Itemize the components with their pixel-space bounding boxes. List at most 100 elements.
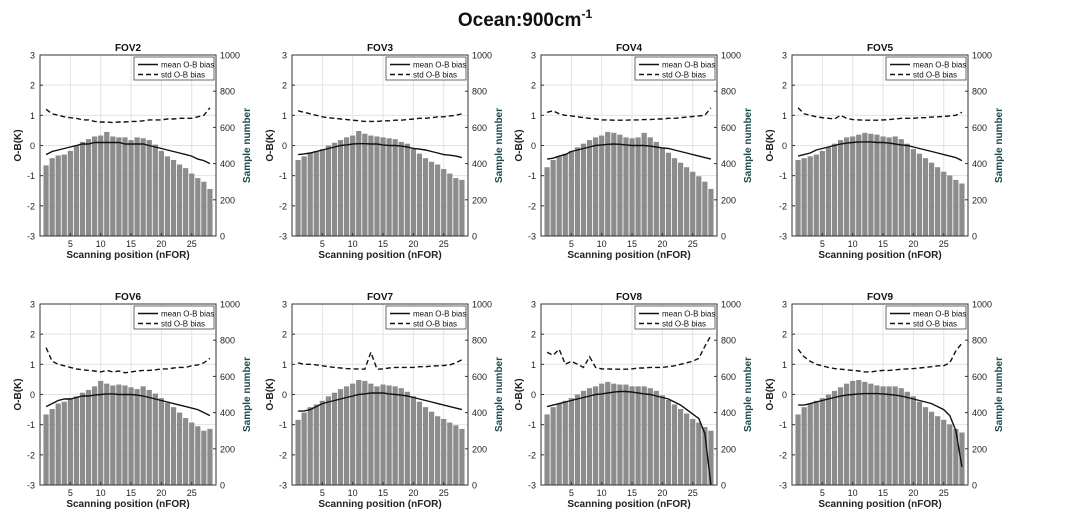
sample-number-bar [904, 143, 910, 236]
y-tick-label: 3 [30, 300, 35, 310]
y-tick-label: -1 [779, 420, 787, 430]
sample-number-bar [947, 424, 953, 485]
sample-number-bar [368, 135, 374, 236]
y2-tick-label: 0 [472, 232, 477, 242]
sample-number-bar [898, 139, 904, 236]
mean-bias-line [298, 392, 463, 412]
sample-number-bar [356, 131, 362, 236]
y2-tick-label: 800 [220, 87, 235, 97]
y-tick-label: 1 [782, 111, 787, 121]
legend-label: mean O-B bias [161, 310, 214, 319]
y-axis-label: O-B(K) [265, 129, 276, 161]
y-tick-label: 1 [531, 111, 536, 121]
sample-number-bar [313, 150, 319, 236]
sample-number-bar [953, 428, 959, 485]
x-tick-label: 25 [439, 239, 449, 249]
y2-tick-label: 0 [972, 232, 977, 242]
sample-number-bar [98, 135, 104, 236]
sample-number-bar [910, 149, 916, 236]
sample-number-bar [49, 408, 55, 485]
legend-label: mean O-B bias [913, 61, 966, 70]
sample-number-bar [356, 380, 362, 485]
sample-number-bar [599, 383, 605, 485]
sample-number-bar [807, 403, 813, 485]
x-axis-label: Scanning position (nFOR) [818, 250, 941, 261]
y2-tick-label: 800 [721, 336, 736, 346]
y-tick-label: -1 [27, 420, 35, 430]
sample-number-bar [201, 430, 207, 485]
sample-number-bar [910, 396, 916, 485]
x-axis-label: Scanning position (nFOR) [318, 499, 441, 510]
sample-number-bar [362, 133, 368, 236]
x-tick-label: 15 [878, 488, 888, 498]
y-axis-label: O-B(K) [765, 378, 776, 410]
panel-title: FOV5 [867, 43, 894, 54]
std-bias-line [546, 107, 712, 121]
sample-number-bar [189, 422, 195, 485]
sample-number-bar [623, 137, 629, 236]
x-tick-label: 10 [348, 239, 358, 249]
sample-number-bar [295, 159, 301, 236]
sample-number-bar [195, 426, 201, 485]
y2-tick-label: 200 [972, 444, 987, 454]
sample-number-bar [593, 137, 599, 236]
sample-number-bar [605, 131, 611, 236]
y-tick-label: 1 [282, 111, 287, 121]
sample-number-bar [362, 380, 368, 485]
sample-number-bar [398, 388, 404, 485]
sample-number-bar [170, 407, 177, 485]
sample-number-bar [92, 386, 98, 485]
sample-number-bar [850, 136, 856, 236]
sample-number-bar [344, 386, 350, 485]
y2-tick-label: 0 [220, 481, 225, 491]
sample-number-bar [892, 386, 898, 485]
legend-label: std O-B bias [161, 320, 205, 329]
panel-title: FOV2 [115, 43, 142, 54]
x-tick-label: 15 [126, 488, 136, 498]
sample-number-bar [665, 399, 672, 485]
x-tick-label: 20 [408, 239, 418, 249]
y-tick-label: 2 [531, 81, 536, 91]
sample-number-bar [422, 407, 429, 485]
chart-panel-fov9: -3 -2 -1 0 1 2 3 0 200 400 600 800 1000 5 10 15 20 25 FOV9… [765, 292, 1005, 510]
sample-number-bar [43, 165, 49, 236]
sample-number-bar [164, 402, 171, 485]
y2-tick-label: 800 [972, 336, 987, 346]
x-tick-label: 25 [439, 488, 449, 498]
y2-tick-label: 400 [472, 159, 487, 169]
y-tick-label: 3 [282, 300, 287, 310]
sample-number-bar [453, 425, 459, 485]
legend-label: std O-B bias [913, 71, 957, 80]
y2-tick-label: 600 [721, 372, 736, 382]
y-tick-label: 0 [30, 390, 35, 400]
std-bias-line [45, 347, 211, 374]
sample-number-bar [708, 188, 714, 236]
x-tick-label: 20 [908, 239, 918, 249]
sample-number-bar [599, 135, 605, 236]
sample-number-bar [380, 384, 386, 485]
sample-number-bar [350, 135, 356, 236]
sample-number-bar [392, 139, 398, 236]
sample-number-bar [850, 380, 856, 485]
sample-number-bar [164, 156, 171, 236]
sample-number-bar [623, 384, 629, 485]
y-tick-label: 3 [531, 51, 536, 61]
sample-number-bar [122, 137, 128, 236]
sample-number-bar [641, 132, 647, 236]
y2-tick-label: 800 [220, 336, 235, 346]
sample-number-bar [928, 411, 935, 485]
sample-number-bar [653, 390, 659, 485]
sample-number-bar [158, 398, 164, 485]
sample-number-bar [696, 422, 702, 485]
sample-number-bar [629, 386, 635, 485]
sample-number-bar [574, 147, 581, 236]
sample-number-bar [825, 147, 832, 236]
legend-label: std O-B bias [413, 71, 457, 80]
y-axis-label: O-B(K) [13, 129, 24, 161]
y-tick-label: -3 [279, 232, 287, 242]
x-tick-label: 15 [378, 488, 388, 498]
y2-tick-label: 400 [972, 408, 987, 418]
y2-tick-label: 1000 [721, 300, 741, 310]
sample-number-bar [441, 169, 447, 236]
y-tick-label: -2 [27, 201, 35, 211]
